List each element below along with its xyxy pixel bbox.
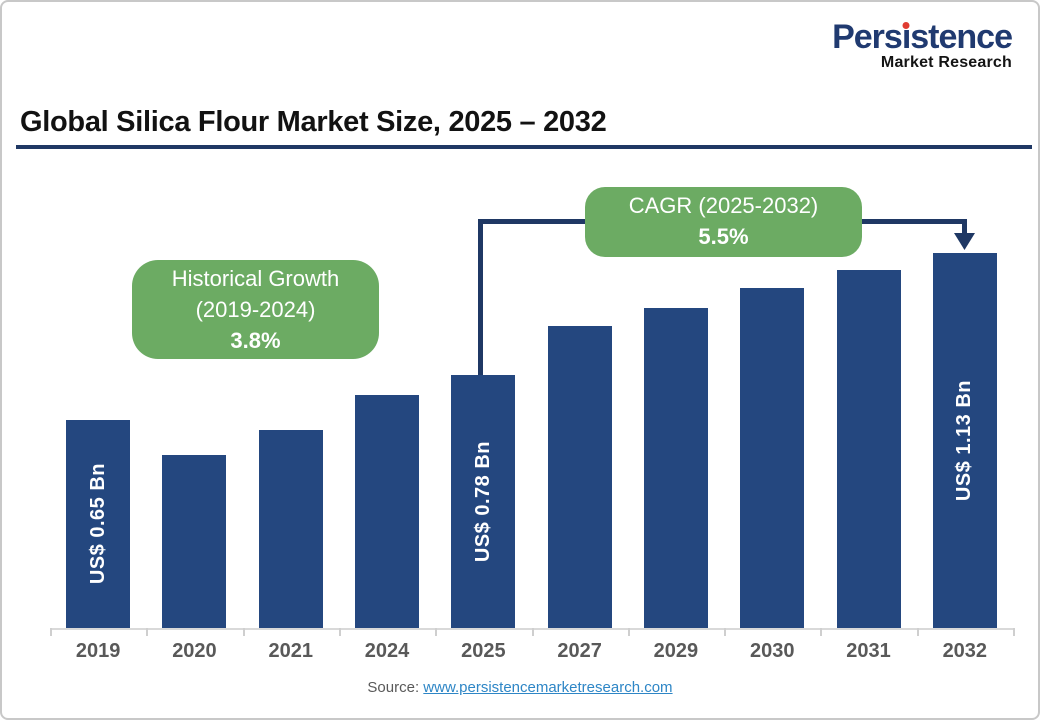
axis-tick <box>820 628 823 636</box>
x-tick-label-2021: 2021 <box>268 640 313 662</box>
brand-name: Pers ıstence <box>832 18 1013 56</box>
axis-tick <box>242 628 245 636</box>
bar-2024 <box>355 395 420 628</box>
historical-line2: (2019-2024) <box>195 297 316 322</box>
bar-2029 <box>643 308 708 628</box>
x-tick-label-2027: 2027 <box>557 640 602 662</box>
bar-value-label: US$ 0.78 Bn <box>471 440 494 563</box>
cagr-value: 5.5% <box>698 224 749 249</box>
brand-name-i: ı <box>901 18 912 56</box>
brand-subname: Market Research <box>880 54 1012 71</box>
bar-slot <box>339 172 435 628</box>
x-tick-label-2030: 2030 <box>749 640 795 662</box>
x-tick-label-2031: 2031 <box>846 640 891 662</box>
bar-2025: US$ 0.78 Bn <box>451 375 516 628</box>
cagr-callout: CAGR (2025-2032) 5.5% <box>585 187 862 257</box>
bar-slot <box>531 172 627 628</box>
brand-name-pre: Pers <box>832 18 903 56</box>
x-tick-label-2020: 2020 <box>172 640 217 662</box>
bar-2027 <box>547 326 612 628</box>
source-label: Source: <box>367 679 420 696</box>
historical-line1: Historical Growth <box>171 266 340 291</box>
bar-2032: US$ 1.13 Bn <box>932 253 997 628</box>
bar-2031 <box>836 270 901 628</box>
x-tick-label-2029: 2029 <box>653 640 699 662</box>
x-tick-label-2025: 2025 <box>461 640 506 662</box>
bar-slot <box>243 172 339 628</box>
bar-value-label: US$ 1.13 Bn <box>953 379 976 502</box>
plot-area: US$ 0.65 Bn US$ 0.78 Bn US$ 1.13 Bn <box>50 172 1013 628</box>
x-tick-label-2019: 2019 <box>75 640 121 662</box>
x-axis <box>50 628 1015 636</box>
brand-name-post: stence <box>910 18 1013 56</box>
bar-2019: US$ 0.65 Bn <box>66 420 131 628</box>
bar-value-label: US$ 0.65 Bn <box>86 463 109 585</box>
bar-slot <box>146 172 242 628</box>
axis-tick <box>146 628 149 636</box>
axis-tick <box>531 628 534 636</box>
axis-tick <box>435 628 438 636</box>
historical-value: 3.8% <box>230 328 281 353</box>
axis-tick <box>338 628 341 636</box>
bar-slot: US$ 1.13 Bn <box>917 172 1013 628</box>
bar-slot: US$ 0.65 Bn <box>50 172 146 628</box>
year-axis: 2019 2020 2021 2024 2025 2027 2029 2030 2031 2032 <box>50 640 1013 663</box>
axis-tick <box>50 628 52 636</box>
x-tick-label-2032: 2032 <box>942 640 988 662</box>
x-tick-label-2024: 2024 <box>364 640 410 662</box>
bar-slot: US$ 0.78 Bn <box>435 172 531 628</box>
page-title: Global Silica Flour Market Size, 2025 – … <box>20 106 607 138</box>
axis-tick <box>724 628 727 636</box>
bar-2030 <box>740 288 805 628</box>
historical-growth-callout: Historical Growth (2019-2024) 3.8% <box>132 260 379 359</box>
red-dot-icon <box>902 22 910 29</box>
source-line: Source: www.persistencemarketresearch.co… <box>2 679 1038 696</box>
axis-tick <box>1013 628 1015 636</box>
title-underline <box>16 145 1032 149</box>
cagr-line1: CAGR (2025-2032) <box>628 193 819 218</box>
bar-2020 <box>162 455 227 628</box>
brand-logo: Pers ıstence Market Research <box>832 18 1013 71</box>
bar-2021 <box>258 430 323 628</box>
axis-tick <box>916 628 919 636</box>
source-link[interactable]: www.persistencemarketresearch.com <box>423 679 673 696</box>
axis-tick <box>627 628 630 636</box>
